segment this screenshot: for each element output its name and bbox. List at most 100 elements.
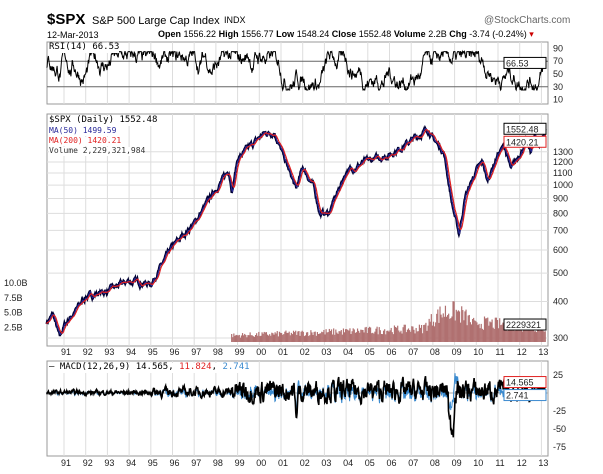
- volume-bar: [538, 326, 540, 342]
- volume-bar: [347, 329, 349, 342]
- volume-bar: [479, 328, 481, 342]
- volume-bar: [243, 335, 245, 342]
- price-tick-label: 500: [553, 268, 568, 278]
- volume-bar: [415, 327, 417, 342]
- volume-bar: [287, 332, 289, 342]
- volume-bar: [411, 326, 413, 342]
- macd-tick-label: -50: [553, 424, 566, 434]
- volume-bar: [335, 329, 337, 342]
- volume-bar: [311, 332, 313, 342]
- exchange: INDX: [224, 15, 246, 25]
- volume-bar: [246, 337, 248, 342]
- volume-bar: [283, 334, 285, 342]
- x-tick-label: 01: [278, 347, 288, 357]
- volume-bar: [374, 331, 376, 342]
- volume-bar: [537, 326, 539, 342]
- volume-bar: [473, 317, 475, 342]
- x-tick-label: 10: [473, 458, 483, 468]
- price-tick-label: 1100: [553, 168, 572, 178]
- volume-bar: [406, 329, 409, 342]
- volume-bar: [478, 323, 480, 342]
- volume-bar: [279, 332, 282, 342]
- volume-bar: [314, 331, 316, 342]
- volume-bar: [518, 321, 520, 342]
- brand-link[interactable]: @StockCharts.com: [484, 15, 571, 26]
- volume-bar: [489, 321, 491, 342]
- volume-bar: [338, 331, 340, 342]
- volume-bar: [511, 327, 513, 342]
- volume-bar: [239, 337, 241, 342]
- x-tick-label: 03: [321, 458, 331, 468]
- volume-bar: [519, 326, 521, 342]
- macd-tick-label: -75: [553, 442, 566, 452]
- volume-bar: [292, 330, 295, 342]
- volume-bar: [312, 334, 314, 342]
- volume-bar: [343, 332, 346, 342]
- volume-bar: [390, 327, 392, 342]
- volume-bar: [412, 326, 414, 342]
- volume-bar: [524, 329, 526, 342]
- volume-bar: [451, 316, 453, 342]
- volume-bar: [488, 325, 490, 342]
- volume-bar: [266, 334, 269, 342]
- volume-bar: [249, 332, 251, 342]
- volume-bar: [470, 324, 473, 342]
- x-tick-label: 07: [408, 347, 418, 357]
- volume-bar: [540, 325, 542, 342]
- volume-bar: [290, 332, 292, 342]
- volume-bar: [361, 329, 363, 342]
- volume-bar: [363, 332, 365, 342]
- volume-bar: [509, 322, 512, 342]
- volume-bar: [250, 335, 252, 342]
- price-tick-label: 300: [553, 333, 568, 343]
- volume-bar: [238, 334, 240, 342]
- volume-bar: [296, 334, 298, 342]
- x-tick-label: 02: [300, 347, 310, 357]
- volume-bar: [365, 326, 367, 342]
- volume-bar: [452, 301, 454, 342]
- price-tick-label: 700: [553, 225, 568, 235]
- x-tick-label: 05: [365, 347, 375, 357]
- x-tick-label: 95: [148, 458, 158, 468]
- volume-bar: [428, 318, 430, 342]
- volume-bar: [535, 332, 538, 342]
- volume-bar: [525, 327, 527, 342]
- volume-bar: [251, 335, 253, 342]
- volume-bar: [241, 333, 244, 342]
- x-tick-label: 01: [278, 458, 288, 468]
- volume-bar: [418, 324, 420, 342]
- price-tick-label: 900: [553, 193, 568, 203]
- volume-tick-label: 10.0B: [4, 278, 28, 288]
- volume-bar: [352, 328, 354, 342]
- volume-bar: [541, 328, 543, 342]
- rsi-panel: [46, 41, 549, 105]
- symbol: $SPX: [47, 11, 86, 28]
- volume-bar: [248, 335, 250, 342]
- volume-bar: [315, 335, 317, 342]
- volume-bar: [233, 333, 235, 342]
- ma50-legend: MA(50) 1499.59: [49, 126, 117, 136]
- x-tick-label: 10: [473, 347, 483, 357]
- volume-bar: [358, 330, 360, 342]
- volume-bar: [302, 331, 304, 342]
- volume-bar: [261, 332, 263, 342]
- volume-bar: [284, 331, 286, 342]
- volume-bar: [505, 328, 507, 342]
- volume-bar: [327, 332, 329, 342]
- volume-bar: [253, 336, 256, 342]
- volume-bar: [272, 333, 274, 342]
- volume-bar: [436, 313, 438, 342]
- volume-bar: [481, 328, 483, 342]
- volume-bar: [508, 326, 511, 342]
- price-tick-label: 1000: [553, 180, 573, 190]
- price-tick-label: 800: [553, 208, 568, 218]
- volume-bar: [265, 332, 268, 342]
- volume-bar: [322, 332, 324, 342]
- volume-bar: [240, 335, 243, 342]
- macd-hist-tag: 2.741: [506, 391, 529, 401]
- volume-bar: [454, 320, 456, 342]
- x-tick-label: 96: [169, 347, 179, 357]
- volume-bar: [502, 322, 504, 342]
- volume-bar: [424, 324, 426, 342]
- volume-bar: [274, 332, 276, 342]
